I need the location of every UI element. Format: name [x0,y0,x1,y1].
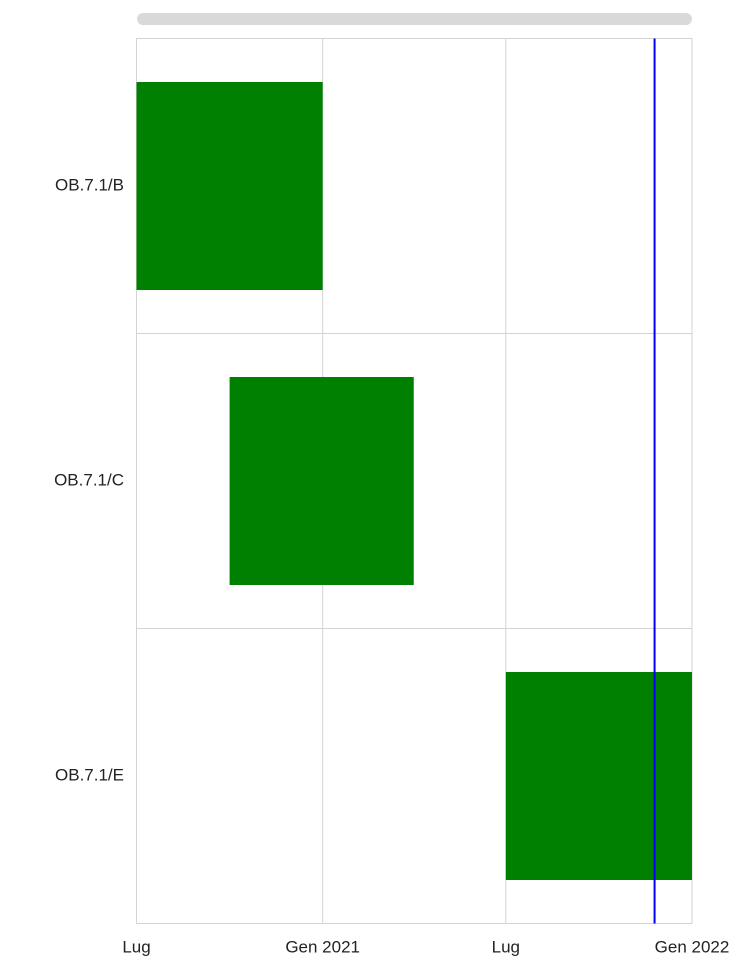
y-tick-label: OB.7.1/C [54,470,124,489]
x-tick-label: Lug [122,937,150,956]
scrollbar[interactable] [137,13,692,25]
x-tick-label: Gen 2022 [655,937,729,956]
bar [229,377,414,585]
x-tick-label: Lug [492,937,520,956]
y-tick-label: OB.7.1/B [55,175,124,194]
x-tick-label: Gen 2021 [285,937,360,956]
bar [505,672,692,880]
y-tick-label: OB.7.1/E [55,765,124,784]
bar [136,82,323,290]
